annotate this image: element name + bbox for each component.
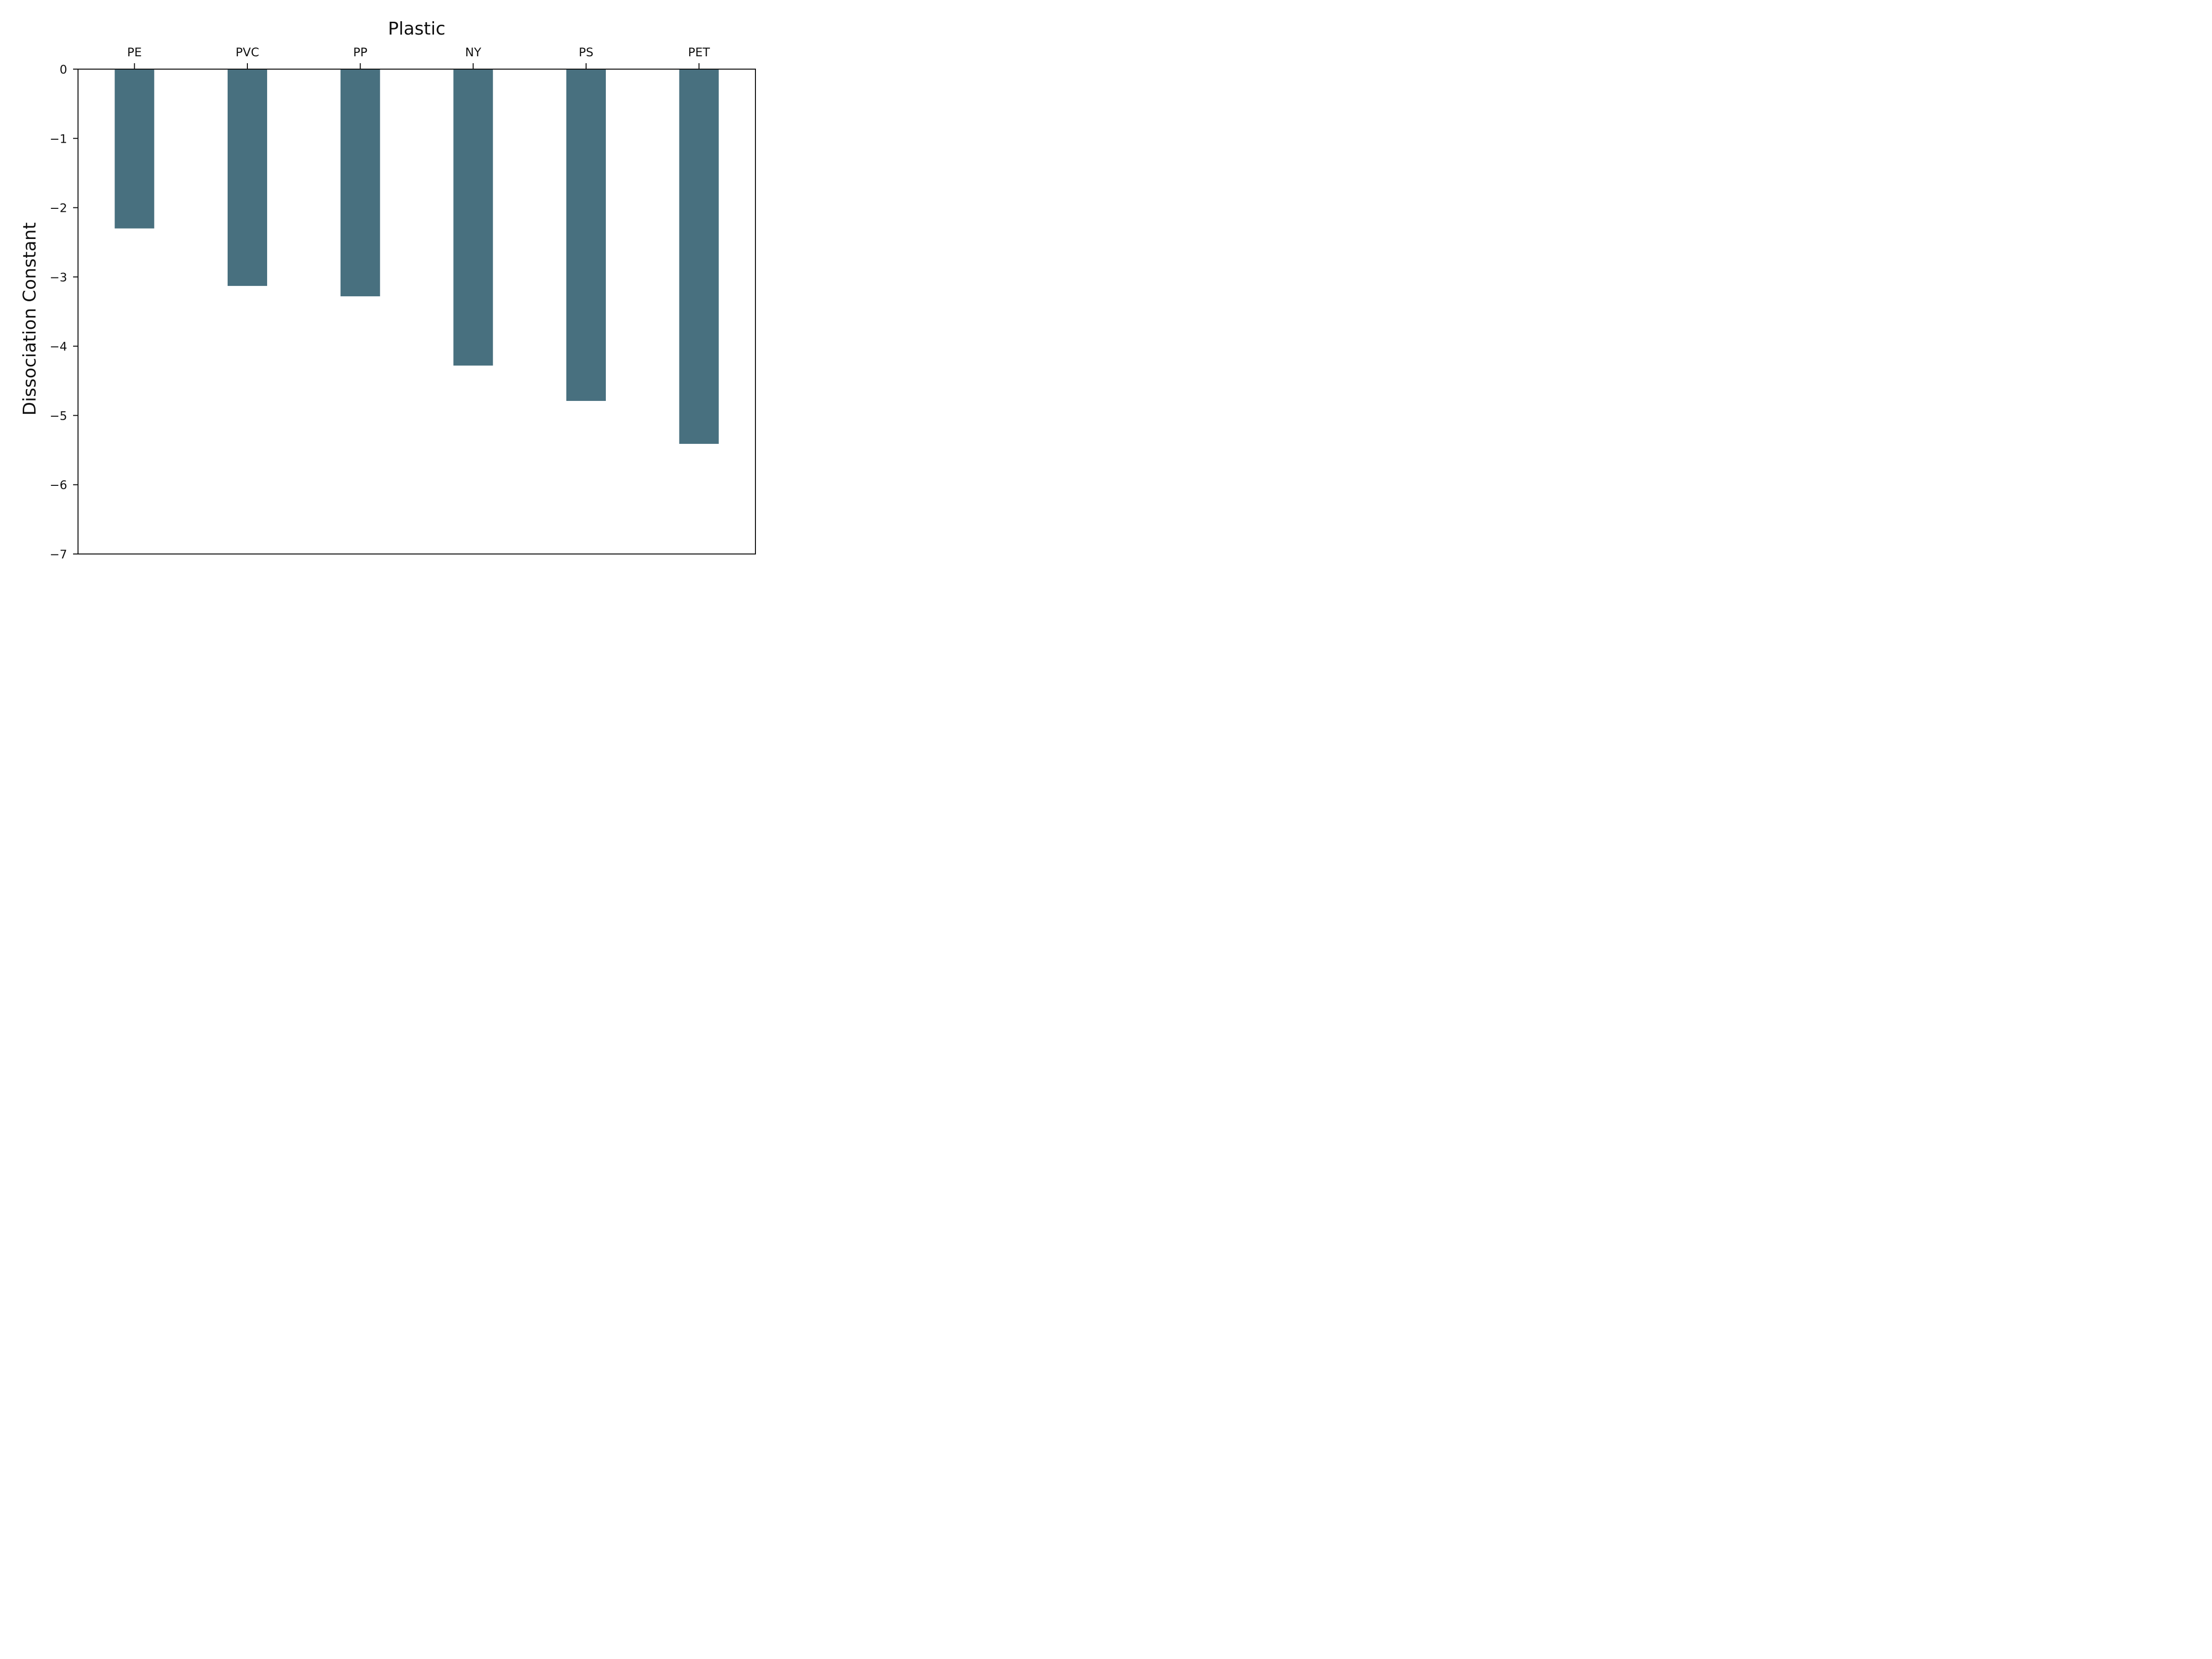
- bar-pp: [340, 69, 380, 297]
- x-tick-label: PVC: [236, 45, 259, 59]
- x-tick-label: NY: [465, 45, 481, 59]
- x-axis-ticks: PE PVC PP NY PS PET: [127, 45, 711, 69]
- y-tick-label: −1: [50, 132, 67, 146]
- y-axis-title: Dissociation Constant: [20, 222, 40, 415]
- y-tick-label: −3: [50, 271, 67, 284]
- y-tick-label: −5: [50, 409, 67, 423]
- y-axis-ticks: 0 −1 −2 −3 −4 −5 −6 −7: [50, 63, 78, 561]
- y-tick-label: −4: [50, 340, 67, 354]
- x-tick-label: PE: [127, 45, 142, 59]
- bar-pvc: [227, 69, 268, 286]
- y-tick-label: −7: [50, 548, 67, 561]
- x-tick-label: PS: [579, 45, 593, 59]
- x-axis-title: Plastic: [388, 19, 445, 39]
- bar-ps: [566, 69, 606, 401]
- y-tick-label: 0: [60, 63, 67, 77]
- bar-chart: 0 −1 −2 −3 −4 −5 −6 −7 PE PVC PP NY PS PET Plastic D…: [20, 19, 756, 561]
- bar-pe: [115, 69, 155, 229]
- y-tick-label: −2: [50, 201, 67, 215]
- y-tick-label: −6: [50, 478, 67, 492]
- plot-frame: [78, 69, 756, 554]
- x-tick-label: PP: [353, 45, 367, 59]
- bar-ny: [453, 69, 493, 366]
- x-tick-label: PET: [688, 45, 711, 59]
- bars-layer: [115, 69, 719, 444]
- bar-pet: [679, 69, 719, 444]
